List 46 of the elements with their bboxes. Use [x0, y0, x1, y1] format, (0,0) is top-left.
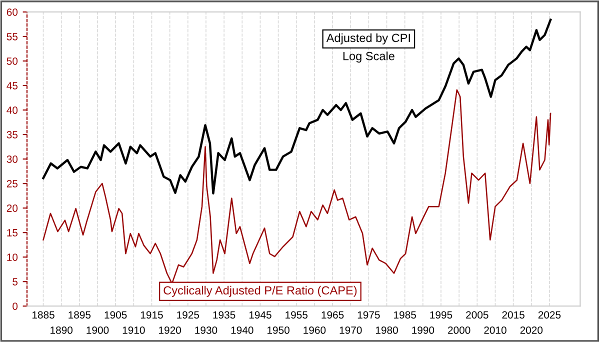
y-tick-label: 40	[6, 106, 18, 114]
y-tick-label: 35	[6, 131, 18, 138]
y-tick-label: 50	[6, 57, 18, 65]
y-tick-label: 25	[6, 180, 18, 188]
x2-tick-label: 1950	[268, 326, 290, 334]
x-tick-label: 1925	[177, 311, 200, 319]
y-tick-label: 15	[7, 229, 18, 236]
annotation: Log Scale	[343, 52, 394, 63]
x2-tick-label: 1900	[86, 326, 109, 334]
x2-tick-label: 1960	[304, 326, 326, 334]
x-tick-label: 1935	[213, 311, 236, 319]
x-tick-label: 1975	[358, 311, 380, 319]
x-tick-label: 1895	[68, 311, 91, 319]
series-label: Cyclically Adjusted P/E Ratio (CAPE)	[164, 286, 357, 297]
x-tick-label: 1885	[32, 311, 54, 319]
x-tick-label: 1945	[249, 311, 272, 319]
x-tick-label: 1905	[104, 311, 127, 319]
x-tick-label: 2015	[502, 311, 524, 319]
y-tick-label: 5	[12, 278, 18, 286]
y-tick-label: 20	[6, 204, 18, 212]
x-tick-label: 1985	[394, 311, 416, 319]
x2-tick-label: 1990	[412, 326, 434, 334]
x-tick-label: 2005	[466, 311, 488, 319]
y-tick-label: 60	[6, 8, 18, 16]
x2-tick-label: 2020	[520, 326, 543, 334]
x2-tick-label: 1890	[50, 326, 73, 334]
y-tick-label: 55	[6, 33, 18, 40]
x2-tick-label: 1980	[376, 326, 398, 334]
y-tick-label: 10	[7, 254, 18, 261]
x2-tick-label: 1970	[340, 326, 362, 334]
x-tick-label: 1995	[430, 311, 452, 319]
text: Adjusted by CPI	[326, 33, 410, 44]
x2-tick-label: 1910	[122, 326, 145, 334]
x2-tick-label: 2010	[484, 326, 506, 334]
y-tick-label: 45	[6, 82, 18, 90]
x-tick-label: 2025	[538, 311, 561, 319]
x-tick-label: 1965	[322, 311, 344, 319]
x2-tick-label: 1940	[231, 326, 254, 334]
y-tick-label: 30	[6, 156, 18, 163]
x-tick-label: 1915	[140, 311, 163, 319]
y-tick-label: 0	[12, 302, 18, 310]
x2-tick-label: 1930	[195, 326, 218, 334]
line-series	[42, 18, 552, 194]
x-tick-label: 1955	[286, 311, 308, 319]
x2-tick-label: 2000	[448, 326, 470, 334]
x2-tick-label: 1920	[159, 326, 181, 334]
